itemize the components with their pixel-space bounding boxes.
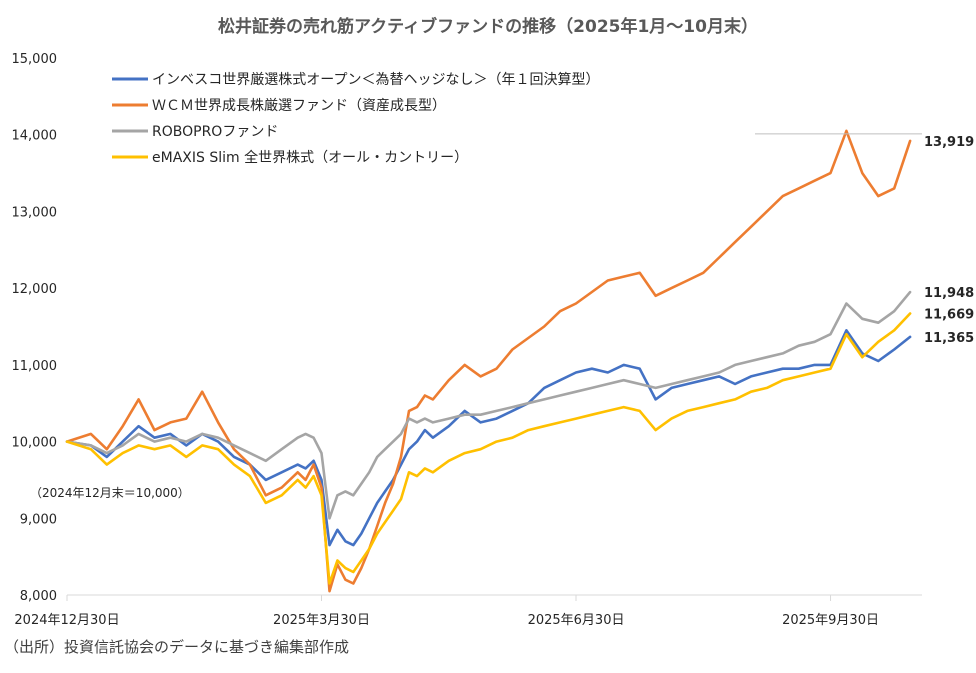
x-tick-label: 2025年3月30日 bbox=[273, 613, 370, 628]
series-layer bbox=[65, 129, 912, 593]
end-value-label-2: 13,919 bbox=[924, 135, 974, 150]
chart-title: 松井証券の売れ筋アクティブファンドの推移（2025年1月〜10月末） bbox=[218, 16, 758, 37]
base-note: （2024年12月末＝10,000） bbox=[30, 486, 190, 500]
y-tick-label: 13,000 bbox=[12, 205, 58, 220]
x-tick-label: 2024年12月30日 bbox=[14, 613, 119, 628]
y-tick-label: 10,000 bbox=[12, 436, 58, 451]
y-tick-label: 11,000 bbox=[12, 359, 58, 374]
legend-label-1: インベスコ世界厳選株式オープン＜為替ヘッジなし＞（年１回決算型） bbox=[152, 72, 599, 88]
x-tick-label: 2025年9月30日 bbox=[782, 613, 879, 628]
legend-label-3: ROBOPROファンド bbox=[152, 124, 278, 140]
y-tick-label: 9,000 bbox=[20, 512, 57, 527]
end-labels: 13,919 11,948 11,669 11,365 bbox=[755, 133, 974, 346]
series-line-2 bbox=[65, 129, 912, 593]
source-note: （出所）投資信託協会のデータに基づき編集部作成 bbox=[4, 638, 349, 656]
x-tick-label: 2025年6月30日 bbox=[528, 613, 625, 628]
y-tick-label: 12,000 bbox=[12, 282, 58, 297]
x-axis: 2024年12月30日 2025年3月30日 2025年6月30日 2025年9月30… bbox=[14, 594, 922, 628]
y-axis: 8,000 9,000 10,000 11,000 12,000 13,000 14,000… bbox=[12, 52, 58, 604]
end-value-label-3: 11,948 bbox=[924, 286, 974, 301]
legend-label-4: eMAXIS Slim 全世界株式（オール・カントリー） bbox=[152, 149, 468, 166]
y-tick-label: 14,000 bbox=[12, 129, 58, 144]
y-tick-label: 8,000 bbox=[20, 589, 57, 604]
series-line-4 bbox=[65, 312, 912, 585]
end-value-label-1: 11,365 bbox=[924, 331, 974, 346]
legend-label-2: ＷＣＭ世界成長株厳選ファンド（資産成長型） bbox=[152, 98, 446, 114]
legend: インベスコ世界厳選株式オープン＜為替ヘッジなし＞（年１回決算型） ＷＣＭ世界成長株… bbox=[112, 72, 599, 166]
y-tick-label: 15,000 bbox=[12, 52, 58, 67]
series-line-3 bbox=[65, 290, 912, 520]
series-line-1 bbox=[65, 328, 912, 547]
end-value-label-4: 11,669 bbox=[924, 308, 974, 323]
